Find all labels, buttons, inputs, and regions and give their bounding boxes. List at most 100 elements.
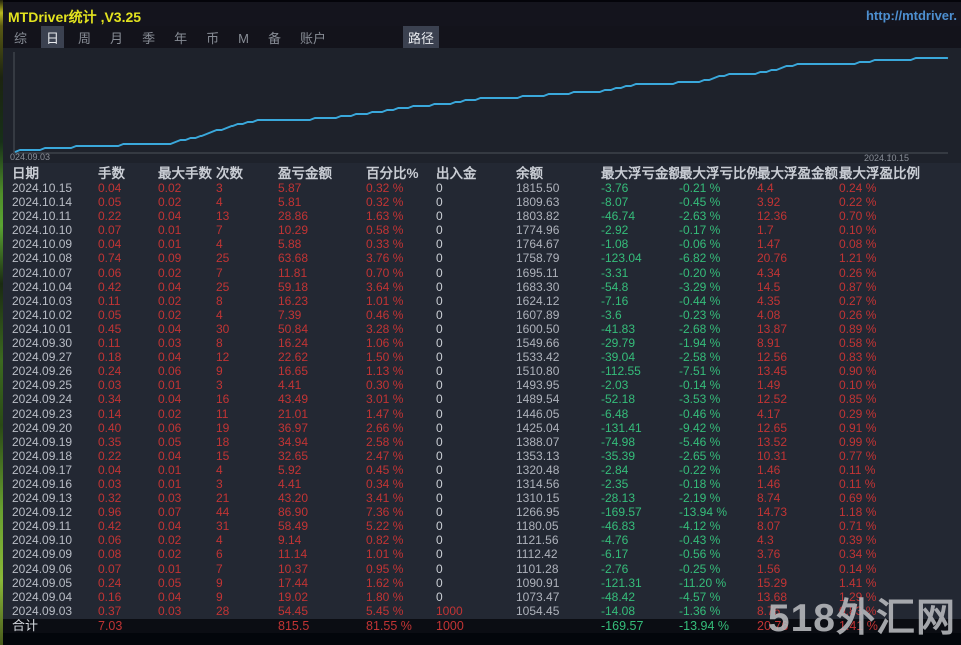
cell: -4.12 %: [679, 519, 721, 534]
table-row: 2024.09.20 0.40 0.06 19 36.97 2.66 % 0 1425.04 -…: [0, 421, 961, 435]
cell: 1446.05: [516, 406, 560, 421]
cell: 0.70 %: [839, 209, 877, 224]
chart-end-date-label: 2024.10.15: [863, 153, 909, 163]
cell: 1054.45: [516, 603, 560, 618]
cell: 86.90: [278, 505, 309, 520]
cell: 16.23: [278, 293, 309, 308]
cell: 15: [216, 448, 230, 463]
table-row: 2024.10.01 0.45 0.04 30 50.84 3.28 % 0 1600.50 -…: [0, 322, 961, 336]
cell: 5.45 %: [366, 603, 404, 618]
menu-item[interactable]: M: [238, 31, 249, 46]
menu-item[interactable]: 币: [206, 31, 220, 46]
menu-item[interactable]: 账户: [299, 31, 326, 46]
menu-item-path[interactable]: 路径: [402, 26, 439, 49]
cell: -6.48: [601, 406, 629, 421]
cell: 0.22: [98, 448, 122, 463]
cell: 4: [216, 533, 223, 548]
cell: 31: [216, 519, 230, 534]
equity-chart-canvas: [13, 52, 949, 157]
app-title: MTDriver统计 ,V3.25: [8, 9, 142, 25]
cell: -28.13: [601, 491, 636, 506]
equity-chart: 024.09.03 2024.10.15: [0, 48, 961, 163]
cell: 3: [216, 378, 223, 393]
cell: 8: [216, 293, 223, 308]
cell: 0.02: [158, 406, 182, 421]
menu-item[interactable]: 季: [142, 31, 156, 46]
cell: 0: [436, 350, 443, 365]
cell: -39.04: [601, 350, 636, 365]
cell: 2024.10.11: [12, 209, 72, 224]
cell: 0.01: [158, 378, 182, 393]
cell: -0.56 %: [679, 547, 721, 562]
cell: 0.34: [98, 392, 122, 407]
cell: 10.31: [757, 448, 788, 463]
cell: 0.74: [98, 251, 122, 266]
column-header: 最大浮盈比例: [839, 166, 920, 181]
table-row: 2024.09.19 0.35 0.05 18 34.94 2.58 % 0 1388.07 -…: [0, 435, 961, 449]
column-header: 最大手数: [158, 166, 212, 181]
menu-item[interactable]: 月: [110, 31, 124, 46]
cell: -1.94 %: [679, 336, 721, 351]
cell: 25: [216, 251, 230, 266]
cell: 1.29 %: [839, 589, 877, 604]
cell: 0: [436, 251, 443, 266]
cell: 8.76: [757, 603, 781, 618]
cell: 2024.09.11: [12, 519, 72, 534]
cell: 1121.56: [516, 533, 559, 548]
cell: 5.81: [278, 195, 302, 210]
cell: 1.01 %: [366, 547, 404, 562]
cell: 2024.09.13: [12, 491, 73, 506]
cell: 0: [436, 420, 443, 435]
cell: 0: [436, 491, 443, 506]
cell: 1320.48: [516, 462, 560, 477]
column-header: 百分比%: [366, 166, 419, 181]
cell: 2024.09.30: [12, 336, 73, 351]
cell: 0.34 %: [366, 476, 404, 491]
cell: 0.95 %: [366, 561, 404, 576]
cell: 5.92: [278, 462, 302, 477]
table-row: 2024.09.17 0.04 0.01 4 5.92 0.45 % 0 1320.48 -2.…: [0, 463, 961, 477]
table-row: 2024.09.10 0.06 0.02 4 9.14 0.82 % 0 1121.56 -4.…: [0, 533, 961, 547]
cell: 1.01 %: [366, 293, 404, 308]
cell: 0: [436, 181, 443, 195]
cell: 0.01: [158, 223, 182, 238]
cell: 4.41: [278, 476, 302, 491]
cell: 0.09: [158, 251, 182, 266]
cell: 34.94: [278, 434, 309, 449]
cell: 0.45: [98, 321, 122, 336]
cell: 13.52: [757, 434, 788, 449]
cell: 5.22 %: [366, 519, 404, 534]
cell: 1774.96: [516, 223, 560, 238]
cell: 2024.09.24: [12, 392, 73, 407]
cell: -0.22 %: [679, 462, 721, 477]
cell: 0: [436, 561, 443, 576]
cell: 1624.12: [516, 293, 560, 308]
cell: 2024.09.20: [12, 420, 73, 435]
menu-item[interactable]: 年: [174, 31, 188, 46]
cell: 0.26 %: [839, 265, 877, 280]
table-row: 2024.10.09 0.04 0.01 4 5.88 0.33 % 0 1764.67 -1.…: [0, 237, 961, 251]
cell: 0: [436, 589, 443, 604]
cell: 2024.09.26: [12, 364, 73, 379]
menu-item[interactable]: 备: [267, 31, 281, 46]
menu-item[interactable]: 日: [41, 26, 65, 49]
cell: 2024.10.01: [12, 321, 73, 336]
cell: 1101.28: [516, 561, 559, 576]
cell: 0.40: [98, 420, 122, 435]
menu-item[interactable]: 综: [14, 31, 28, 46]
cell: 7.36 %: [366, 505, 404, 520]
cell: 1.56: [757, 561, 781, 576]
website-link[interactable]: http://mtdriver.: [865, 8, 957, 23]
cell: 0.07: [98, 561, 122, 576]
cell: 1000: [436, 603, 463, 618]
cell: -0.20 %: [679, 265, 721, 280]
cell: 0: [436, 575, 443, 590]
cell: 3.76: [757, 547, 781, 562]
menu-item[interactable]: 周: [78, 31, 92, 46]
cell: -9.42 %: [679, 420, 721, 435]
cell: 12.56: [757, 350, 788, 365]
cell: 63.68: [278, 251, 309, 266]
table-row: 2024.10.10 0.07 0.01 7 10.29 0.58 % 0 1774.96 -2…: [0, 223, 961, 237]
cell: 0: [436, 406, 443, 421]
cell: 1493.95: [516, 378, 560, 393]
